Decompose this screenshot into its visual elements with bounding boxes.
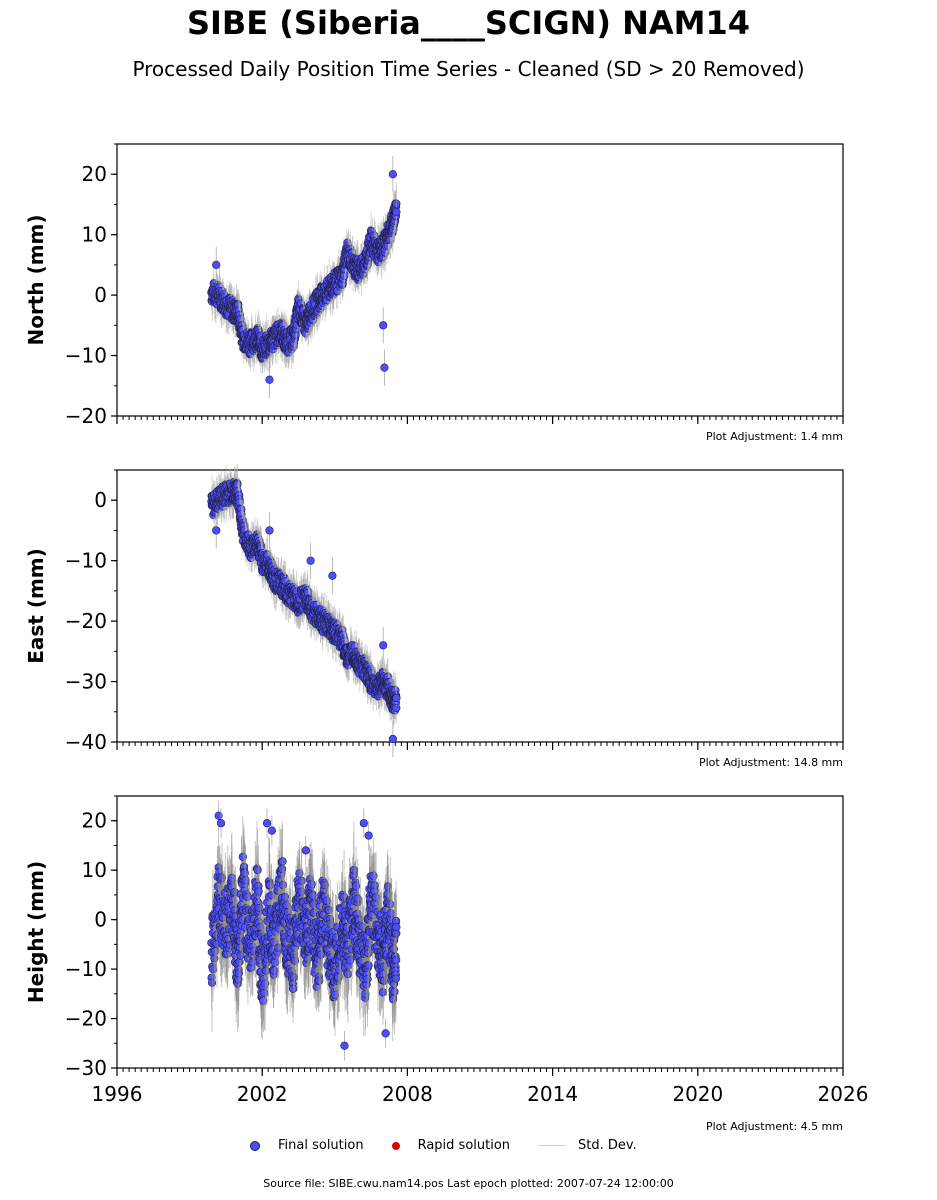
y-axis-label: Height (mm) [24, 861, 48, 1003]
final-solution-point [306, 556, 315, 565]
x-tick-label: 2014 [527, 1082, 578, 1106]
x-tick-label: 2026 [818, 1082, 869, 1106]
final-solution-point [328, 571, 337, 580]
final-solution-point [392, 693, 401, 703]
final-solution-point [265, 526, 274, 535]
plot-frame [116, 143, 844, 417]
chart-subtitle: Processed Daily Position Time Series - C… [132, 57, 805, 81]
final-solution-point [212, 526, 221, 535]
y-axis-label: North (mm) [24, 214, 48, 345]
y-tick-label: 10 [82, 223, 107, 247]
y-tick-label: 20 [82, 162, 107, 186]
y-tick-label: 0 [94, 908, 107, 932]
y-tick-label: −20 [65, 609, 107, 633]
y-tick-label: 10 [82, 858, 107, 882]
y-axis-label: East (mm) [24, 548, 48, 664]
final-solution-point [212, 260, 221, 269]
plot-adjustment-label: Plot Adjustment: 14.8 mm [699, 756, 843, 769]
final-solution-point [388, 734, 397, 744]
y-tick-label: −30 [65, 1056, 107, 1080]
y-tick-label: 20 [82, 809, 107, 833]
final-solution-point [380, 363, 389, 372]
final-solution-point [379, 321, 388, 330]
x-tick-label: 2002 [237, 1082, 288, 1106]
y-tick-label: −30 [65, 670, 107, 694]
y-tick-label: −10 [65, 957, 107, 981]
x-tick-label: 2020 [672, 1082, 723, 1106]
plot-adjustment-label: Plot Adjustment: 1.4 mm [706, 430, 843, 443]
final-solution-point [379, 641, 388, 650]
y-tick-label: −20 [65, 1007, 107, 1031]
final-solution-point [392, 207, 401, 217]
final-solution-point [265, 375, 274, 384]
x-tick-label: 2008 [382, 1082, 433, 1106]
y-tick-label: 0 [94, 283, 107, 307]
final-solution-point [388, 170, 397, 179]
plot-adjustment-label: Plot Adjustment: 4.5 mm [706, 1120, 843, 1133]
y-tick-label: −10 [65, 344, 107, 368]
chart-title: SIBE (Siberia____SCIGN) NAM14 [186, 4, 751, 42]
y-tick-label: −10 [65, 549, 107, 573]
y-tick-label: −40 [65, 730, 107, 754]
y-tick-label: −20 [65, 404, 107, 428]
x-tick-label: 1996 [92, 1082, 143, 1106]
y-tick-label: 0 [94, 488, 107, 512]
